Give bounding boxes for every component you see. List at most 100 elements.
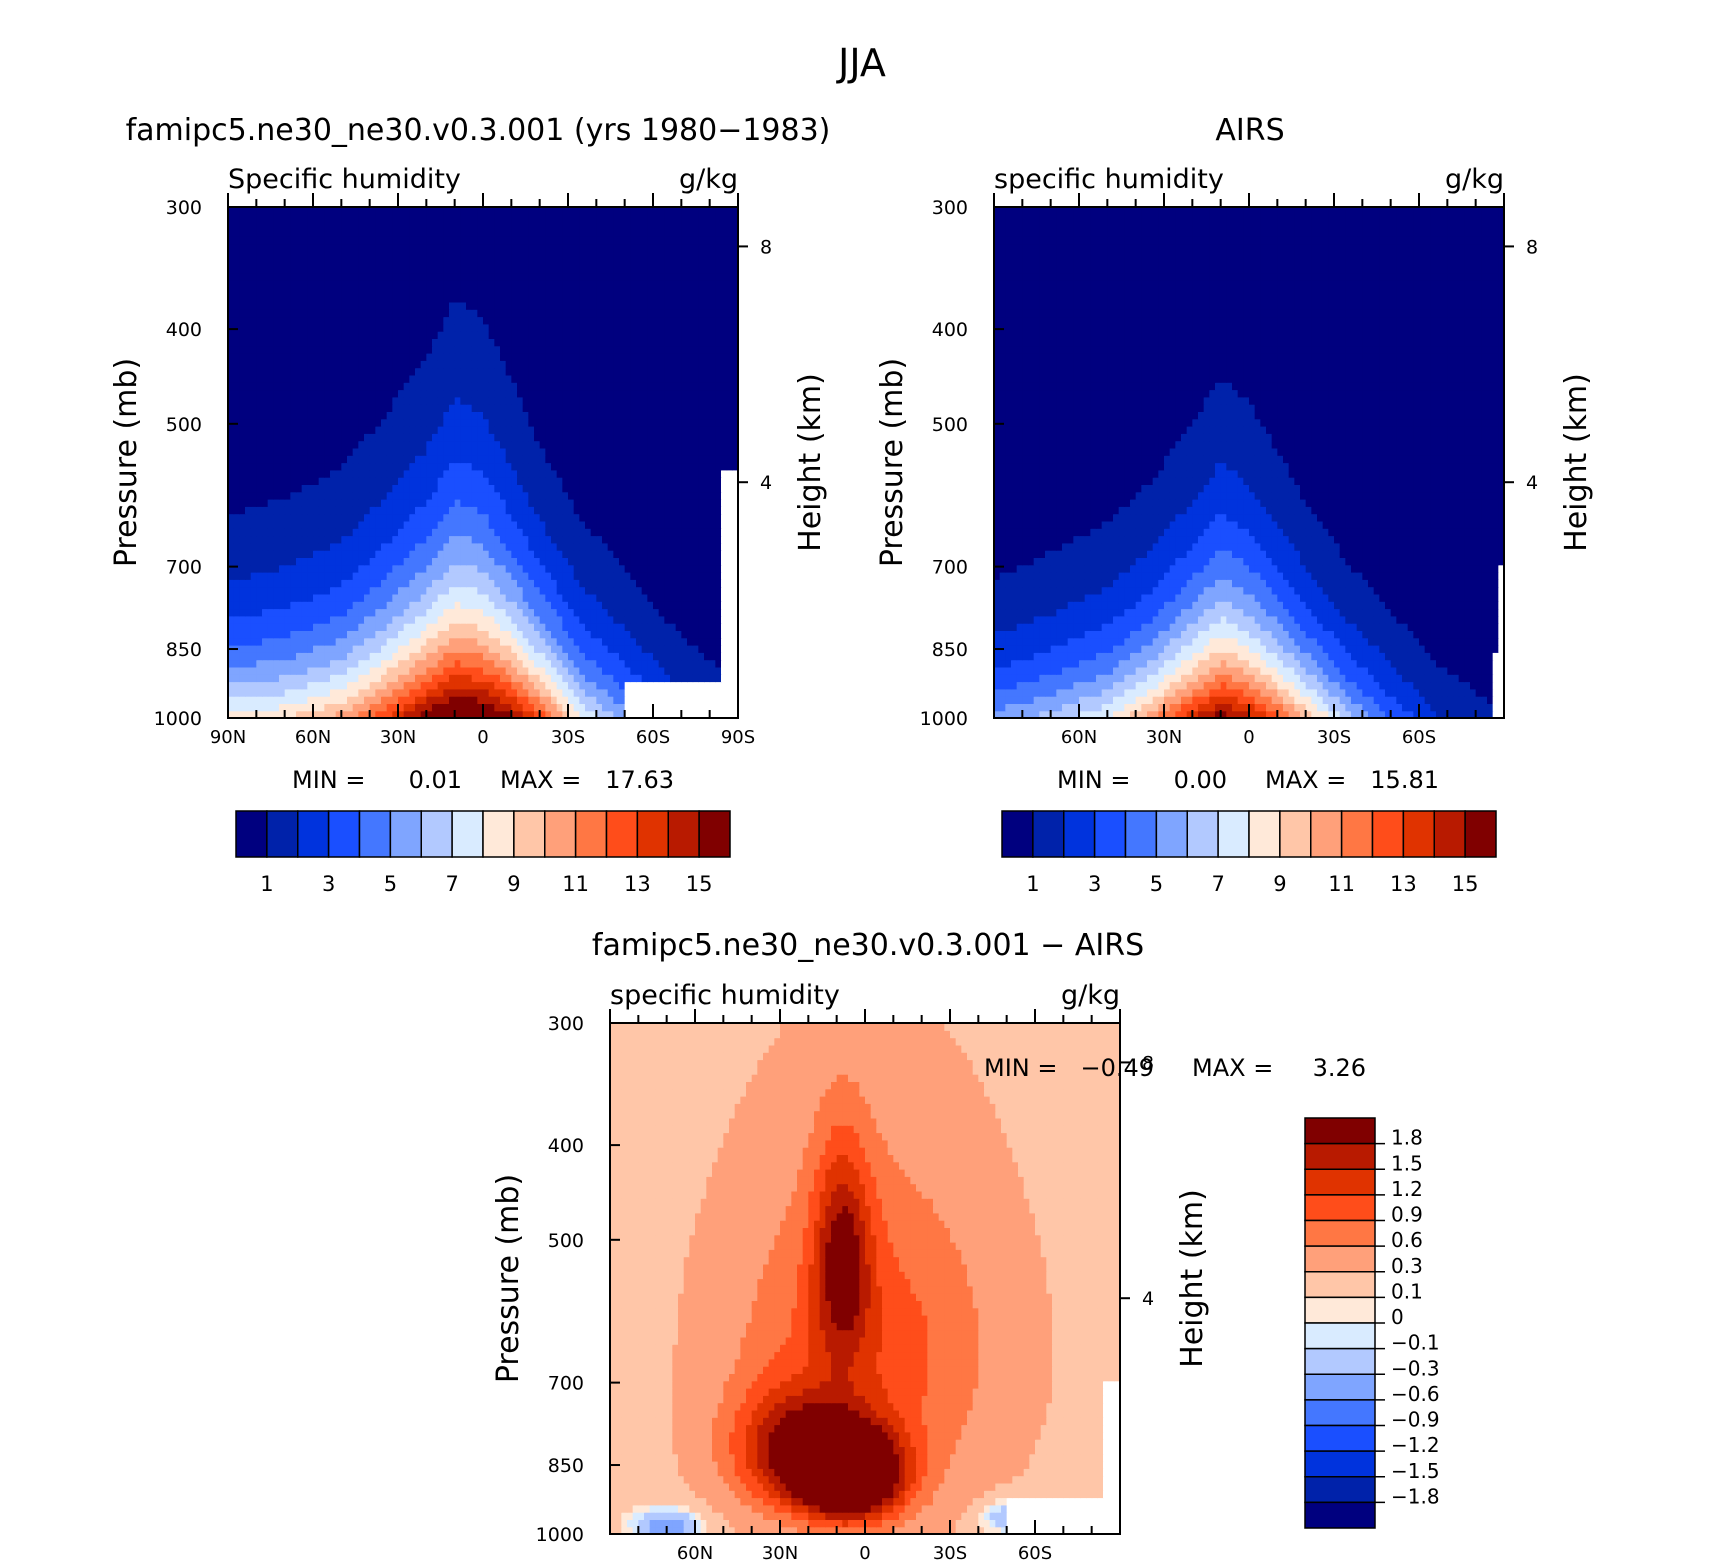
contour-cell — [262, 528, 269, 537]
contour-cell — [477, 360, 484, 369]
contour-cell — [709, 455, 716, 464]
contour-cell — [415, 674, 422, 683]
contour-cell — [670, 447, 677, 456]
contour-cell — [426, 411, 433, 420]
contour-cell — [262, 360, 269, 369]
contour-cell — [341, 374, 348, 383]
contour-cell — [352, 440, 359, 449]
contour-cell — [381, 652, 388, 661]
contour-cell — [579, 323, 586, 332]
contour-cell — [471, 374, 478, 383]
contour-cell — [562, 520, 569, 529]
contour-cell — [551, 645, 558, 653]
contour-cell — [653, 396, 660, 405]
contour-cell — [392, 586, 399, 595]
contour-cell — [704, 550, 711, 558]
contour-cell — [341, 309, 348, 318]
contour-cell — [698, 615, 705, 624]
contour-cell — [579, 528, 586, 537]
contour-cell — [392, 455, 399, 464]
contour-cell — [335, 323, 342, 332]
contour-cell — [341, 506, 348, 515]
contour-cell — [522, 499, 529, 507]
contour-cell — [556, 440, 563, 449]
contour-cell — [454, 593, 461, 602]
contour-cell — [602, 506, 609, 515]
contour-cell — [613, 535, 620, 544]
contour-cell — [653, 593, 660, 602]
contour-cell — [726, 360, 733, 369]
contour-cell — [562, 469, 569, 478]
contour-cell — [709, 469, 716, 478]
contour-cell — [403, 666, 410, 675]
contour-cell — [324, 659, 331, 668]
contour-cell — [358, 389, 365, 398]
contour-cell — [420, 586, 427, 595]
contour-cell — [494, 367, 501, 376]
contour-cell — [551, 323, 558, 332]
contour-cell — [675, 316, 682, 325]
contour-cell — [313, 331, 320, 339]
contour-cell — [590, 447, 597, 456]
contour-cell — [590, 316, 597, 325]
contour-cell — [460, 491, 467, 500]
contour-cell — [392, 331, 399, 339]
contour-cell — [330, 637, 337, 646]
contour-cell — [250, 353, 257, 361]
contour-cell — [556, 623, 563, 631]
contour-cell — [426, 703, 433, 712]
contour-cell — [500, 455, 507, 464]
contour-cell — [352, 469, 359, 478]
contour-cell — [579, 586, 586, 595]
contour-cell — [494, 579, 501, 588]
contour-cell — [664, 374, 671, 383]
contour-cell — [517, 674, 524, 683]
contour-cell — [613, 593, 620, 602]
contour-cell — [624, 316, 631, 325]
contour-cell — [352, 426, 359, 434]
contour-cell — [233, 652, 240, 661]
contour-cell — [460, 681, 467, 690]
contour-cell — [398, 323, 405, 332]
contour-cell — [460, 601, 467, 610]
contour-cell — [341, 520, 348, 529]
contour-cell — [228, 477, 235, 485]
contour-cell — [579, 433, 586, 442]
contour-cell — [630, 469, 637, 478]
contour-cell — [709, 462, 716, 471]
contour-cell — [375, 309, 382, 318]
contour-cell — [471, 659, 478, 668]
contour-cell — [664, 688, 671, 697]
contour-cell — [562, 601, 569, 610]
contour-cell — [630, 374, 637, 383]
contour-cell — [290, 323, 297, 332]
contour-cell — [403, 550, 410, 558]
contour-cell — [528, 542, 535, 551]
contour-cell — [551, 703, 558, 712]
contour-cell — [341, 455, 348, 464]
contour-cell — [415, 462, 422, 471]
contour-cell — [420, 411, 427, 420]
contour-cell — [262, 637, 269, 646]
contour-cell — [709, 345, 716, 354]
contour-cell — [698, 396, 705, 405]
contour-cell — [545, 323, 552, 332]
contour-cell — [619, 659, 626, 668]
contour-cell — [290, 513, 297, 522]
contour-cell — [511, 572, 518, 580]
contour-cell — [369, 309, 376, 318]
contour-cell — [687, 360, 694, 369]
contour-cell — [443, 572, 450, 580]
contour-cell — [233, 404, 240, 412]
contour-cell — [307, 652, 314, 661]
contour-cell — [460, 360, 467, 369]
contour-cell — [568, 513, 575, 522]
contour-cell — [522, 411, 529, 420]
contour-cell — [290, 615, 297, 624]
contour-cell — [505, 513, 512, 522]
contour-cell — [352, 652, 359, 661]
contour-cell — [262, 608, 269, 617]
contour-cell — [262, 710, 269, 719]
contour-cell — [432, 389, 439, 398]
contour-cell — [256, 550, 263, 558]
